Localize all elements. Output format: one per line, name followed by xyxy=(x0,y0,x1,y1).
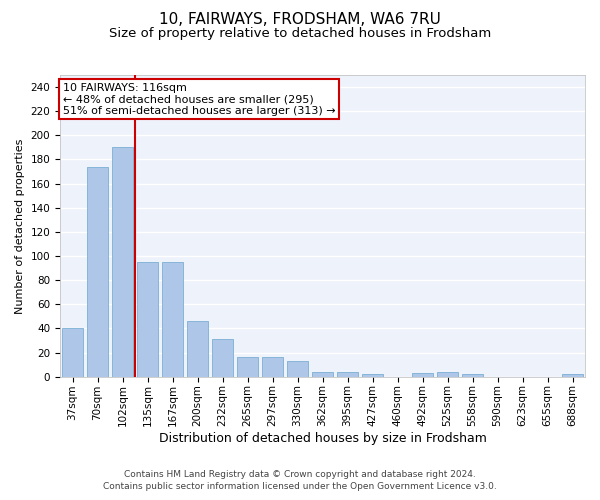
Bar xyxy=(237,358,258,376)
X-axis label: Distribution of detached houses by size in Frodsham: Distribution of detached houses by size … xyxy=(158,432,487,445)
Bar xyxy=(362,374,383,376)
Text: Contains HM Land Registry data © Crown copyright and database right 2024.: Contains HM Land Registry data © Crown c… xyxy=(124,470,476,479)
Bar xyxy=(462,374,483,376)
Y-axis label: Number of detached properties: Number of detached properties xyxy=(15,138,25,314)
Bar xyxy=(412,373,433,376)
Bar xyxy=(262,358,283,376)
Bar xyxy=(187,321,208,376)
Bar xyxy=(112,148,133,376)
Bar xyxy=(437,372,458,376)
Text: Size of property relative to detached houses in Frodsham: Size of property relative to detached ho… xyxy=(109,28,491,40)
Bar xyxy=(62,328,83,376)
Bar xyxy=(87,166,108,376)
Bar xyxy=(562,374,583,376)
Bar xyxy=(212,340,233,376)
Bar xyxy=(137,262,158,376)
Text: 10 FAIRWAYS: 116sqm
← 48% of detached houses are smaller (295)
51% of semi-detac: 10 FAIRWAYS: 116sqm ← 48% of detached ho… xyxy=(62,82,335,116)
Bar xyxy=(312,372,333,376)
Text: 10, FAIRWAYS, FRODSHAM, WA6 7RU: 10, FAIRWAYS, FRODSHAM, WA6 7RU xyxy=(159,12,441,28)
Bar xyxy=(287,361,308,376)
Text: Contains public sector information licensed under the Open Government Licence v3: Contains public sector information licen… xyxy=(103,482,497,491)
Bar xyxy=(337,372,358,376)
Bar xyxy=(162,262,183,376)
